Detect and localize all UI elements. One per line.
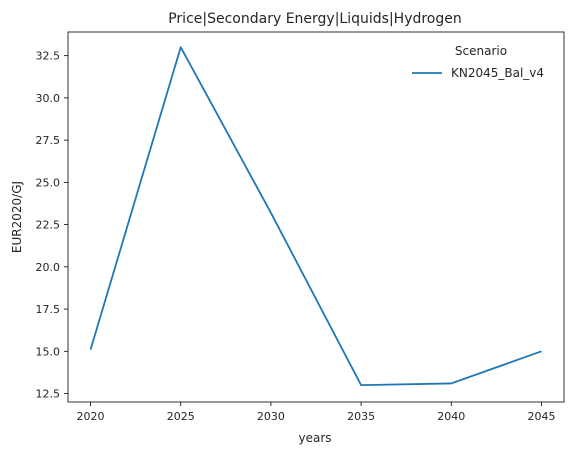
x-axis: 2020 2025 2030 2035 2040 2045 xyxy=(77,402,555,423)
y-tick-label: 30.0 xyxy=(36,92,61,105)
legend-entry-label: KN2045_Bal_v4 xyxy=(451,66,544,80)
y-tick-label: 27.5 xyxy=(36,134,61,147)
y-tick-label: 20.0 xyxy=(36,261,61,274)
y-tick-label: 17.5 xyxy=(36,303,61,316)
legend: Scenario KN2045_Bal_v4 xyxy=(412,44,544,80)
x-tick-label: 2030 xyxy=(257,410,285,423)
chart-title: Price|Secondary Energy|Liquids|Hydrogen xyxy=(168,11,462,27)
y-tick-label: 32.5 xyxy=(36,50,61,63)
y-tick-label: 22.5 xyxy=(36,219,61,232)
y-tick-label: 15.0 xyxy=(36,345,61,358)
series-lines xyxy=(89,46,542,387)
y-axis-label: EUR2020/GJ xyxy=(10,181,24,253)
x-tick-label: 2035 xyxy=(347,410,375,423)
y-tick-label: 25.0 xyxy=(36,176,61,189)
x-tick-label: 2040 xyxy=(437,410,465,423)
y-axis: 12.5 15.0 17.5 20.0 22.5 25.0 27.5 30.0 32.5 xyxy=(36,50,68,401)
plot-area xyxy=(67,31,565,403)
y-tick-label: 12.5 xyxy=(36,388,61,401)
x-axis-label: years xyxy=(298,431,331,445)
legend-title: Scenario xyxy=(455,44,507,58)
x-tick-label: 2045 xyxy=(527,410,555,423)
x-tick-label: 2025 xyxy=(167,410,195,423)
series-line-0 xyxy=(89,46,542,387)
x-tick-label: 2020 xyxy=(77,410,105,423)
